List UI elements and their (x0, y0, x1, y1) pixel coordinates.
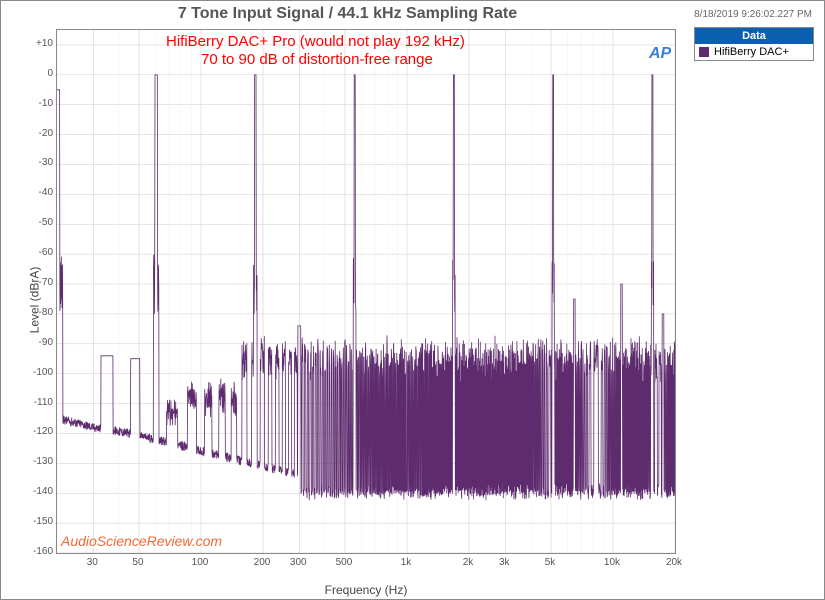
y-tick: -70 (18, 277, 53, 288)
annotation-line1: HifiBerry DAC+ Pro (would not play 192 k… (166, 33, 465, 50)
y-tick: -120 (18, 426, 53, 437)
x-tick: 50 (132, 557, 143, 568)
x-tick: 100 (192, 557, 209, 568)
annotation-line2: 70 to 90 dB of distortion-free range (201, 51, 433, 68)
x-tick: 2k (463, 557, 474, 568)
y-tick: -10 (18, 98, 53, 109)
chart-container: 7 Tone Input Signal / 44.1 kHz Sampling … (0, 0, 825, 600)
y-tick: -80 (18, 307, 53, 318)
x-tick: 200 (254, 557, 271, 568)
y-tick: -40 (18, 187, 53, 198)
x-tick: 3k (499, 557, 510, 568)
y-tick: -150 (18, 516, 53, 527)
x-tick: 20k (666, 557, 682, 568)
y-tick: -100 (18, 367, 53, 378)
y-tick: -20 (18, 128, 53, 139)
ap-logo: AP (649, 45, 671, 63)
chart-title: 7 Tone Input Signal / 44.1 kHz Sampling … (1, 5, 694, 23)
x-tick: 30 (87, 557, 98, 568)
y-tick: -50 (18, 217, 53, 228)
y-tick: -60 (18, 247, 53, 258)
y-tick: -140 (18, 486, 53, 497)
series-hifiberry (57, 75, 675, 501)
x-tick: 1k (401, 557, 412, 568)
legend-label: HifiBerry DAC+ (714, 46, 789, 58)
legend-swatch (699, 47, 709, 57)
x-tick: 5k (545, 557, 556, 568)
plot-area (56, 29, 676, 554)
y-tick: -90 (18, 337, 53, 348)
y-tick: -30 (18, 157, 53, 168)
x-axis-label: Frequency (Hz) (56, 583, 676, 597)
legend-header: Data (695, 28, 813, 44)
y-tick: -130 (18, 456, 53, 467)
legend-item: HifiBerry DAC+ (695, 44, 813, 60)
x-tick: 10k (604, 557, 620, 568)
watermark: AudioScienceReview.com (61, 533, 222, 549)
y-tick: -160 (18, 546, 53, 557)
x-tick: 300 (290, 557, 307, 568)
x-tick: 500 (336, 557, 353, 568)
spectrum-plot (57, 30, 675, 553)
timestamp: 8/18/2019 9:26:02.227 PM (694, 9, 812, 20)
legend: Data HifiBerry DAC+ (694, 27, 814, 61)
y-tick: +10 (18, 38, 53, 49)
y-tick: -110 (18, 397, 53, 408)
y-tick: 0 (18, 68, 53, 79)
